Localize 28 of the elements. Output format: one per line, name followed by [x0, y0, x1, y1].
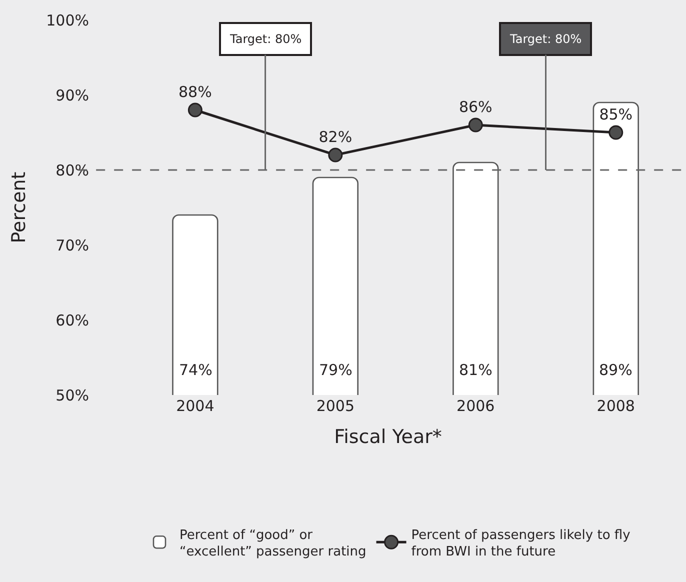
data-label: 79%	[319, 361, 352, 379]
y-tick-label: 90%	[56, 86, 89, 104]
x-tick-label: 2006	[456, 397, 495, 415]
data-label: 74%	[179, 361, 212, 379]
y-tick-label: 60%	[56, 311, 89, 330]
y-tick-label: 100%	[46, 11, 89, 30]
point	[468, 118, 483, 132]
x-tick-label: 2005	[316, 397, 355, 415]
y-axis-title: Percent	[8, 172, 30, 244]
data-label: 89%	[599, 361, 632, 379]
x-tick-label: 2008	[596, 397, 635, 415]
x-tick-label: 2004	[176, 397, 214, 415]
y-tick-label: 70%	[56, 236, 89, 254]
y-tick-label: 50%	[56, 386, 89, 404]
data-label: 81%	[459, 361, 492, 379]
data-label: 82%	[318, 128, 352, 146]
annotation: Target: 80%	[509, 32, 582, 46]
point	[328, 148, 343, 162]
data-label: 86%	[458, 98, 492, 116]
annotation: Target: 80%	[229, 32, 302, 46]
y-tick-label: 80%	[56, 161, 89, 180]
data-label: 85%	[599, 106, 633, 124]
point	[188, 102, 202, 118]
legend-label: Percent of passengers likely to fly from BWI in the future	[411, 528, 631, 560]
data-label: 88%	[178, 83, 212, 102]
x-axis-title: Fiscal Year*	[334, 426, 442, 448]
legend-label: Percent of “good” or “excellent” passenger rating	[180, 528, 366, 560]
point	[608, 125, 624, 140]
